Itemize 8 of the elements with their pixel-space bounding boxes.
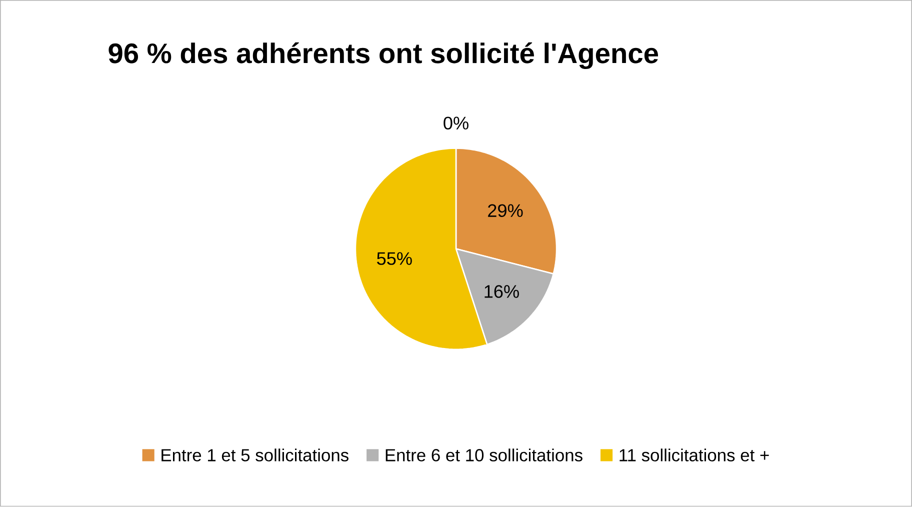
chart-title: 96 % des adhérents ont sollicité l'Agence xyxy=(108,42,658,70)
data-label: 16% xyxy=(484,285,519,298)
text: 0% xyxy=(444,116,468,130)
legend-label: Entre 6 et 10 sollicitations xyxy=(386,448,582,462)
data-label: 29% xyxy=(488,204,523,218)
data-label: 55% xyxy=(377,252,412,266)
legend-label: Entre 1 et 5 sollicitations xyxy=(162,448,348,462)
legend-label: 11 sollicitations et + xyxy=(620,448,769,462)
